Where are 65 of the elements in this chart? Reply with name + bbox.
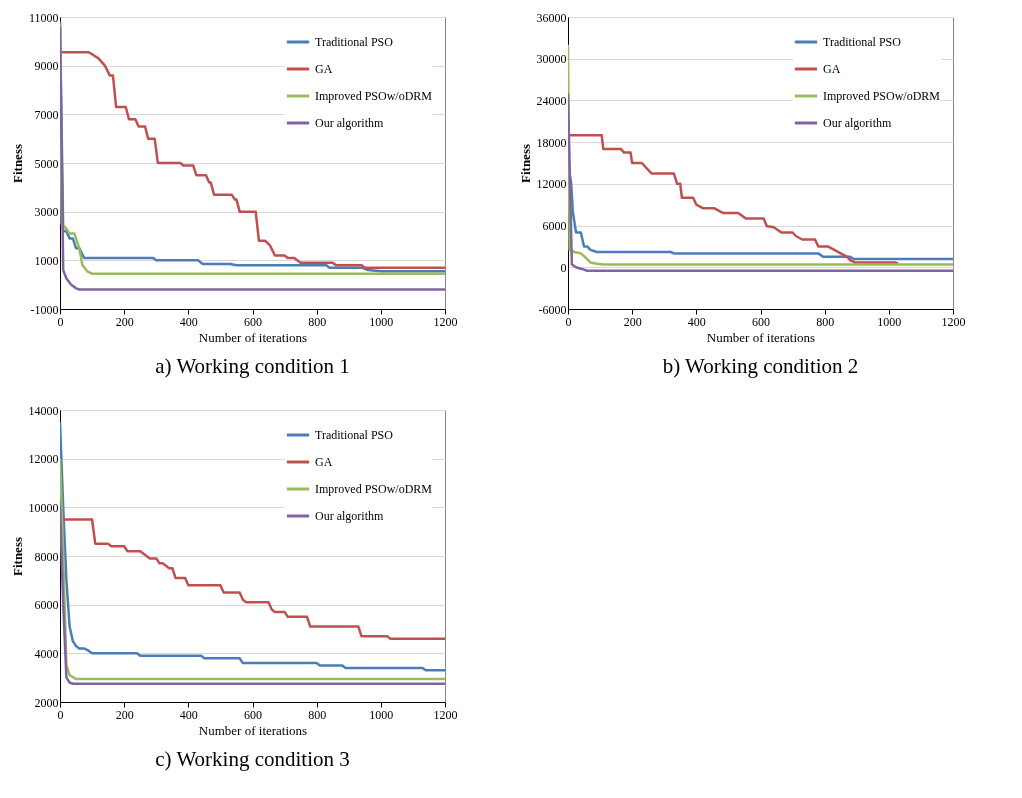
legend-label: GA	[315, 62, 333, 76]
line-series	[568, 92, 953, 273]
x-axis-title: Number of iterations	[198, 329, 308, 345]
x-axis-title: Number of iterations	[706, 329, 816, 345]
y-tick-label: 0	[560, 260, 567, 275]
x-tick-label: 600	[244, 314, 262, 329]
legend-label: Improved PSOw/oDRM	[315, 482, 433, 496]
legend-label: Improved PSOw/oDRM	[315, 89, 433, 103]
y-axis-title: Fitness	[9, 144, 25, 183]
x-tick-label: 1000	[369, 314, 394, 329]
x-tick-label: 400	[179, 707, 198, 722]
legend-label: GA	[823, 62, 841, 76]
y-tick-label: 9000	[34, 59, 59, 74]
x-tick-label: 1200	[941, 314, 966, 329]
y-tick-label: 8000	[34, 549, 59, 564]
y-tick-label: -1000	[30, 302, 59, 317]
x-tick-label: 800	[308, 707, 327, 722]
y-axis-title: Fitness	[9, 537, 25, 576]
legend-label: Traditional PSO	[823, 35, 902, 49]
x-tick-label: 200	[115, 707, 134, 722]
y-axis-title: Fitness	[517, 144, 533, 183]
legend-label: Traditional PSO	[315, 428, 394, 442]
x-axis-title: Number of iterations	[198, 722, 308, 738]
y-tick-label: 5000	[34, 156, 59, 171]
x-tick-label: 800	[308, 314, 327, 329]
x-tick-label: 600	[752, 314, 770, 329]
line-series	[60, 506, 445, 685]
text: a) Working condition 1	[155, 354, 350, 378]
line-series	[60, 420, 445, 672]
x-tick-label: 200	[115, 314, 134, 329]
y-tick-label: 36000	[536, 10, 567, 25]
legend-label: Our algorithm	[315, 509, 384, 523]
text: b) Working condition 2	[662, 354, 859, 378]
legend-label: Our algorithm	[823, 116, 892, 130]
x-tick-label: 400	[687, 314, 706, 329]
y-tick-label: 12000	[536, 177, 567, 192]
line-series	[568, 133, 900, 266]
x-tick-label: 600	[244, 707, 262, 722]
x-tick-label: 1000	[369, 707, 394, 722]
y-tick-label: 6000	[542, 219, 567, 234]
x-tick-label: 1000	[877, 314, 902, 329]
text: c) Working condition 3	[155, 747, 350, 771]
y-tick-label: 7000	[34, 107, 59, 122]
y-tick-label: 4000	[34, 646, 59, 661]
x-tick-label: 800	[816, 314, 835, 329]
y-tick-label: 10000	[28, 500, 59, 515]
x-tick-label: 1200	[433, 707, 458, 722]
y-tick-label: 12000	[28, 452, 59, 467]
y-tick-label: 24000	[536, 93, 567, 108]
y-tick-label: 1000	[34, 253, 59, 268]
legend-label: GA	[315, 455, 333, 469]
legend-label: Traditional PSO	[315, 35, 394, 49]
y-tick-label: 2000	[34, 695, 59, 710]
y-tick-label: 18000	[536, 135, 567, 150]
y-tick-label: 6000	[34, 598, 59, 613]
y-tick-label: 3000	[34, 205, 59, 220]
y-tick-label: 30000	[536, 52, 567, 67]
x-tick-label: 200	[623, 314, 642, 329]
x-tick-label: 400	[179, 314, 198, 329]
legend-label: Our algorithm	[315, 116, 384, 130]
y-tick-label: 11000	[28, 10, 59, 25]
x-tick-label: 1200	[433, 314, 458, 329]
y-tick-label: -6000	[538, 302, 567, 317]
y-tick-label: 14000	[28, 403, 59, 418]
legend-label: Improved PSOw/oDRM	[823, 89, 941, 103]
